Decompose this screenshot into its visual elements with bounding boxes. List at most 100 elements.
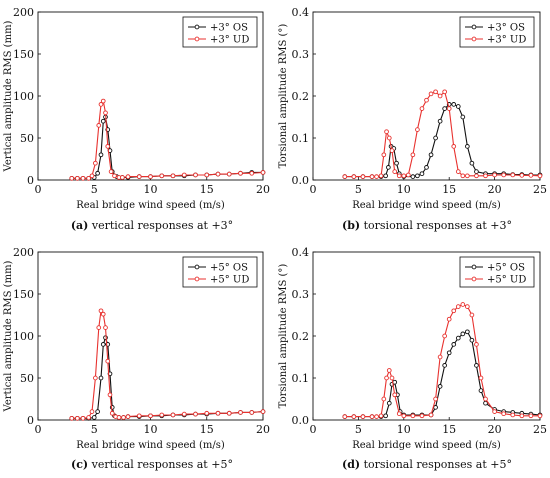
data-point bbox=[537, 413, 543, 419]
data-point bbox=[465, 304, 470, 309]
chart-panel-d: 0 5 10 15 20 25 0.0 0.1 0.2 0.3 0.4 Real bridge win… bbox=[278, 246, 547, 471]
data-point bbox=[170, 412, 176, 418]
x-tick-label: 5 bbox=[91, 183, 98, 196]
data-point bbox=[159, 412, 165, 418]
series-os bbox=[69, 335, 266, 421]
data-point bbox=[86, 415, 91, 420]
x-axis-label: Real bridge wind speed (m/s) bbox=[352, 200, 501, 211]
legend-swatch-marker bbox=[471, 264, 477, 270]
caption-letter: (a) bbox=[71, 219, 89, 232]
x-tick-label: 10 bbox=[144, 183, 158, 196]
data-point bbox=[91, 415, 97, 420]
data-point bbox=[474, 363, 479, 368]
data-point bbox=[98, 308, 104, 314]
data-point bbox=[389, 148, 395, 153]
y-tick-label: 0.0 bbox=[292, 174, 310, 187]
data-point bbox=[446, 106, 452, 111]
data-point bbox=[492, 409, 497, 414]
data-point bbox=[384, 375, 389, 381]
x-tick-label: 25 bbox=[533, 423, 547, 436]
data-point bbox=[386, 165, 391, 170]
y-tick-label: 50 bbox=[20, 372, 34, 385]
data-point bbox=[455, 304, 461, 309]
data-point bbox=[410, 152, 416, 158]
data-point bbox=[401, 413, 407, 419]
data-point bbox=[455, 335, 461, 341]
panel-caption: (a) vertical responses at +3° bbox=[71, 219, 233, 232]
data-point bbox=[386, 135, 392, 141]
data-point bbox=[460, 173, 466, 179]
data-point bbox=[86, 175, 91, 181]
data-point bbox=[360, 174, 366, 179]
data-point bbox=[75, 175, 80, 181]
x-tick-label: 0 bbox=[310, 183, 317, 196]
data-point bbox=[428, 412, 434, 418]
data-point bbox=[170, 173, 176, 179]
data-point bbox=[381, 396, 387, 402]
data-point bbox=[89, 409, 95, 414]
legend-swatch-marker bbox=[194, 264, 200, 270]
data-point bbox=[460, 114, 466, 120]
data-point bbox=[510, 412, 516, 418]
data-point bbox=[125, 414, 131, 419]
data-point bbox=[437, 93, 443, 99]
data-point bbox=[260, 409, 266, 414]
legend-entry: +5° OS bbox=[487, 263, 525, 274]
data-point bbox=[193, 411, 198, 417]
legend-swatch-marker bbox=[471, 36, 477, 42]
series-ud bbox=[69, 98, 266, 181]
data-point bbox=[465, 144, 470, 149]
x-axis-label: Real bridge wind speed (m/s) bbox=[352, 440, 501, 451]
data-point bbox=[95, 170, 100, 176]
data-point bbox=[386, 400, 392, 406]
legend: +3° OS+3° UD bbox=[459, 16, 535, 48]
x-tick-label: 25 bbox=[533, 183, 547, 196]
y-axis-label: Vertical amplitude RMS (mm) bbox=[3, 260, 14, 412]
data-point bbox=[419, 106, 425, 111]
data-point bbox=[415, 127, 420, 132]
data-point bbox=[112, 173, 117, 179]
y-tick-label: 200 bbox=[13, 6, 34, 19]
data-point bbox=[374, 174, 379, 179]
data-point bbox=[249, 410, 255, 415]
data-point bbox=[360, 414, 366, 419]
data-point bbox=[342, 174, 348, 179]
data-point bbox=[510, 172, 516, 178]
data-point bbox=[469, 312, 475, 318]
data-point bbox=[451, 342, 457, 347]
series-ud bbox=[69, 308, 266, 421]
legend-entry: +3° OS bbox=[487, 23, 525, 34]
x-tick-label: 15 bbox=[442, 183, 456, 196]
y-tick-label: 100 bbox=[13, 330, 34, 343]
data-point bbox=[428, 152, 434, 158]
data-point bbox=[451, 308, 457, 314]
data-point bbox=[415, 173, 420, 179]
y-tick-label: 0.4 bbox=[292, 246, 310, 259]
data-point bbox=[226, 171, 232, 177]
data-point bbox=[442, 106, 448, 111]
y-axis-label: Vertical amplitude RMS (mm) bbox=[3, 20, 14, 172]
data-point bbox=[108, 169, 114, 174]
x-tick-label: 15 bbox=[442, 423, 456, 436]
data-point bbox=[96, 123, 102, 128]
data-point bbox=[342, 414, 348, 419]
legend-entry: +3° UD bbox=[210, 35, 249, 46]
x-tick-label: 15 bbox=[200, 423, 214, 436]
x-tick-label: 0 bbox=[35, 423, 42, 436]
data-point bbox=[193, 172, 198, 178]
data-point bbox=[433, 135, 438, 141]
data-point bbox=[89, 173, 95, 179]
data-point bbox=[410, 174, 416, 179]
y-tick-label: 50 bbox=[20, 132, 34, 145]
y-axis-label: Torsional amplitude RMS (°) bbox=[278, 264, 289, 409]
data-point bbox=[465, 329, 470, 335]
series-ud bbox=[342, 302, 543, 419]
data-point bbox=[381, 152, 387, 158]
series-os bbox=[342, 102, 543, 179]
y-tick-label: 0.2 bbox=[292, 90, 310, 103]
panel-caption: (d) torsional responses at +5° bbox=[342, 458, 512, 471]
x-tick-label: 15 bbox=[200, 183, 214, 196]
data-point bbox=[80, 415, 86, 421]
data-point bbox=[260, 170, 266, 175]
